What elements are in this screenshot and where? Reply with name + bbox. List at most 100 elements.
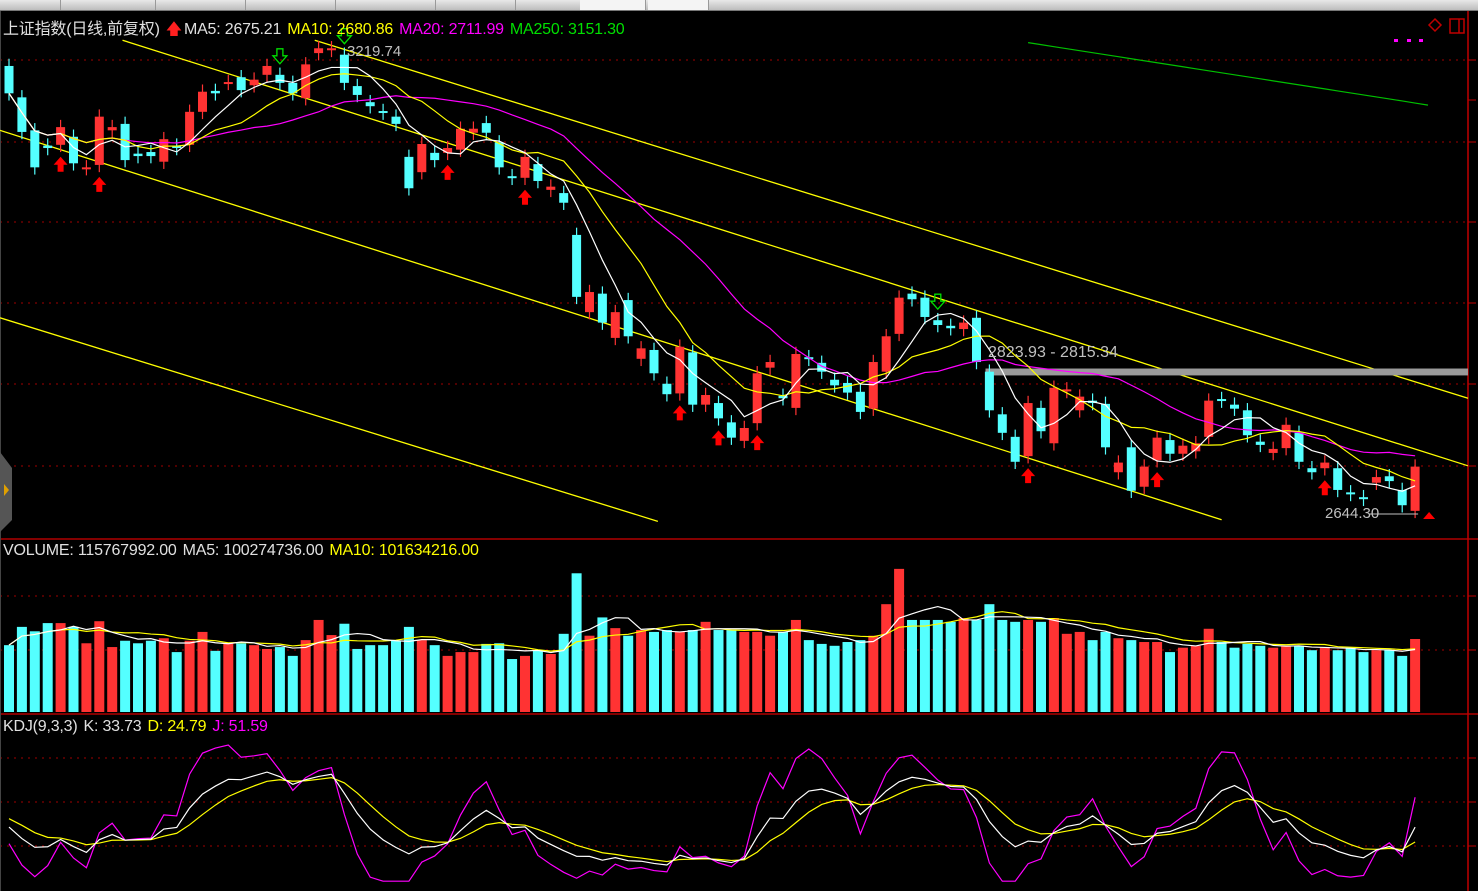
volume-bar-down xyxy=(145,640,156,712)
range-label: 2823.93 - 2815.34 xyxy=(988,344,1118,361)
volume-bar-down xyxy=(1384,650,1395,712)
volume-bar-up xyxy=(1203,628,1214,712)
volume-bar-down xyxy=(274,647,285,712)
volume-bar-down xyxy=(1036,621,1046,712)
candle-down xyxy=(494,142,504,168)
volume-bar-up xyxy=(1410,639,1421,712)
candle-down xyxy=(1307,468,1317,473)
volume-bar-down xyxy=(932,619,943,712)
candle-up xyxy=(1178,445,1188,454)
ma250-value: MA250: 3151.30 xyxy=(509,21,625,38)
toolbar-tab[interactable] xyxy=(0,0,61,10)
candle-up xyxy=(765,362,775,368)
volume-bar-down xyxy=(687,630,698,712)
candle-down xyxy=(1126,447,1136,491)
volume-bar-down xyxy=(1358,652,1369,712)
high-price-label: 3219.74 xyxy=(347,43,402,60)
volume-bar-up xyxy=(1061,633,1072,712)
sell-signal-arrow-icon xyxy=(335,28,353,45)
candle-down xyxy=(984,371,994,411)
toolbar-tab[interactable] xyxy=(435,0,516,10)
volume-bar-up xyxy=(1048,618,1059,712)
volume-bar-up xyxy=(262,648,272,712)
candle-up xyxy=(1191,443,1201,452)
volume-bar-up xyxy=(1177,647,1188,712)
candle-up xyxy=(1371,477,1381,483)
toolbar-tab[interactable] xyxy=(335,0,436,10)
diamond-icon[interactable] xyxy=(1427,17,1443,33)
candle-up xyxy=(327,48,336,51)
volume-bar-up xyxy=(1319,647,1330,712)
main-panel-header: 上证指数(日线,前复权) 🡅 MA5: 2675.21 MA10: 2680.86 MA… xyxy=(3,15,631,45)
candle-up xyxy=(791,353,801,408)
volume-bar-up xyxy=(1190,645,1201,712)
volume-bar-up xyxy=(1074,631,1085,712)
volume-bar-down xyxy=(1345,647,1356,712)
volume-bar-up xyxy=(545,653,556,712)
volume-bar-down xyxy=(1229,647,1240,712)
toolbar-tab[interactable] xyxy=(60,0,156,10)
buy-signal-arrow-icon xyxy=(92,176,107,192)
volume-bar-down xyxy=(29,631,40,712)
volume-bar-down xyxy=(532,650,543,712)
volume-bar-down xyxy=(571,573,582,712)
overflow-dot xyxy=(1394,39,1398,42)
volume-bar-down xyxy=(907,619,917,712)
candle-down xyxy=(69,136,78,164)
candle-down xyxy=(972,317,981,363)
volume-bar-up xyxy=(881,604,892,712)
volume-bar-down xyxy=(236,643,247,712)
candle-down xyxy=(43,145,53,149)
volume-bar-down xyxy=(171,652,182,712)
candle-down xyxy=(1165,440,1175,454)
volume-bar-down xyxy=(429,645,440,712)
volume-bar-up xyxy=(1023,619,1034,712)
volume-bar-up xyxy=(197,631,208,712)
toolbar-tab[interactable] xyxy=(155,0,246,10)
kdj-j-line xyxy=(8,744,1416,882)
price-range-band xyxy=(985,368,1468,376)
buy-signal-arrow-icon xyxy=(1150,472,1165,488)
candle-down xyxy=(726,422,736,438)
volume-bar-up xyxy=(1268,647,1279,712)
volume-bar-down xyxy=(1126,640,1137,712)
candle-up xyxy=(1204,400,1214,437)
candle-down xyxy=(352,86,362,95)
candle-up xyxy=(456,128,465,150)
ma5-value: MA5: 2675.21 xyxy=(183,21,282,38)
volume-bar-up xyxy=(958,618,969,712)
candle-up xyxy=(417,144,427,173)
candle-down xyxy=(688,352,698,405)
low-price-label: 2644.30 xyxy=(1325,505,1380,522)
candle-down xyxy=(1230,404,1239,409)
candle-down xyxy=(649,349,659,374)
candle-down xyxy=(1346,492,1356,495)
kdj-k-value: K: 33.73 xyxy=(83,718,142,735)
volume-ma5-value: MA5: 100274736.00 xyxy=(182,542,324,559)
volume-bar-down xyxy=(649,631,659,712)
toolbar-strip xyxy=(0,0,1478,11)
candle-down xyxy=(830,379,840,386)
channel-trendline xyxy=(314,39,1469,399)
candle-down xyxy=(30,130,40,168)
ma20-line xyxy=(8,92,1416,457)
candle-up xyxy=(675,346,685,394)
panel-layout-icon[interactable] xyxy=(1449,18,1465,34)
toolbar-tab[interactable] xyxy=(580,0,646,10)
toolbar-tab[interactable] xyxy=(648,0,709,10)
candle-down xyxy=(572,234,582,297)
candle-down xyxy=(1397,489,1407,506)
candle-up xyxy=(546,186,556,190)
sell-signal-arrow-icon xyxy=(271,48,289,65)
volume-bar-down xyxy=(919,619,930,712)
toolbar-tab[interactable] xyxy=(245,0,336,10)
candle-down xyxy=(662,383,672,395)
candle-down xyxy=(210,90,220,94)
kdj-panel-header: KDJ(9,3,3) K: 33.73 D: 24.79 J: 51.59 xyxy=(3,718,274,736)
kdj-d-value: D: 24.79 xyxy=(147,718,207,735)
volume-bar-up xyxy=(1371,650,1382,712)
candle-up xyxy=(959,322,969,330)
candle-down xyxy=(507,176,517,179)
candle-down xyxy=(1217,399,1227,402)
